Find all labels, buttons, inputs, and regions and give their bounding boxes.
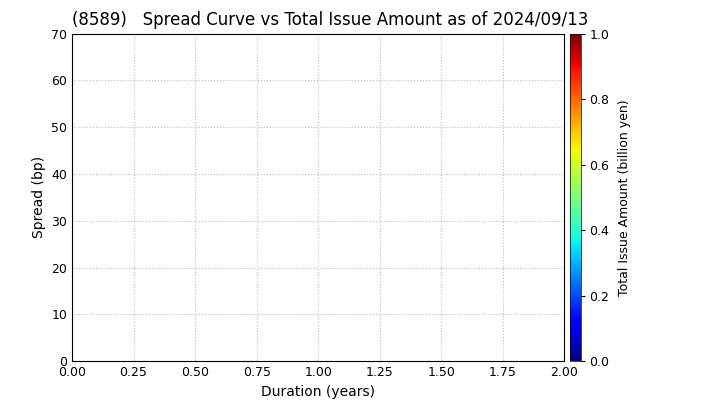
Y-axis label: Total Issue Amount (billion yen): Total Issue Amount (billion yen) [618,99,631,296]
X-axis label: Duration (years): Duration (years) [261,385,375,399]
Y-axis label: Spread (bp): Spread (bp) [32,156,45,239]
Text: (8589)   Spread Curve vs Total Issue Amount as of 2024/09/13: (8589) Spread Curve vs Total Issue Amoun… [72,11,588,29]
